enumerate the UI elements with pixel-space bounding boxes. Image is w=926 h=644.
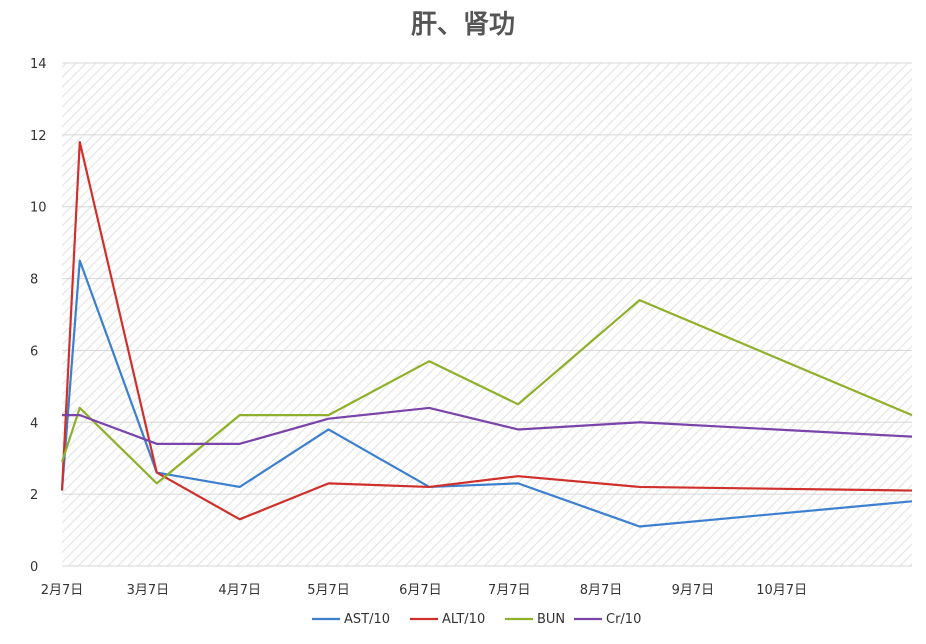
series-lines (60, 140, 913, 528)
x-tick-label: 9月7日 (672, 583, 715, 598)
y-tick-label: 12 (30, 129, 47, 144)
x-tick-label: 4月7日 (218, 583, 261, 598)
series-line-1 (60, 259, 913, 528)
y-tick-label: 2 (30, 488, 38, 503)
x-tick-label: 5月7日 (307, 583, 350, 598)
y-axis: 0 2 4 6 8 10 12 14 (30, 57, 47, 575)
legend: AST/10 ALT/10 BUN Cr/10 (312, 612, 641, 627)
legend-label: AST/10 (344, 612, 390, 627)
series-line-2 (60, 140, 913, 521)
y-tick-label: 8 (30, 273, 38, 288)
y-tick-label: 14 (30, 57, 47, 72)
legend-label: ALT/10 (442, 612, 485, 627)
x-tick-label: 2月7日 (41, 583, 84, 598)
y-tick-label: 0 (30, 560, 38, 575)
legend-label: Cr/10 (606, 612, 641, 627)
y-tick-label: 6 (30, 344, 38, 359)
x-axis: 2月7日 3月7日 4月7日 5月7日 6月7日 7月7日 8月7日 9月7日 10月7日 (41, 583, 807, 598)
chart-title: 肝、肾功 (411, 10, 515, 40)
x-tick-label: 8月7日 (580, 583, 623, 598)
series-line-4 (62, 406, 913, 445)
plot-area (62, 63, 912, 566)
x-tick-label: 10月7日 (756, 583, 807, 598)
legend-label: BUN (537, 612, 565, 627)
y-tick-label: 10 (30, 201, 47, 216)
series-line-3 (60, 299, 913, 485)
y-tick-label: 4 (30, 416, 38, 431)
x-tick-label: 3月7日 (127, 583, 170, 598)
x-tick-label: 7月7日 (488, 583, 531, 598)
x-tick-label: 6月7日 (399, 583, 442, 598)
